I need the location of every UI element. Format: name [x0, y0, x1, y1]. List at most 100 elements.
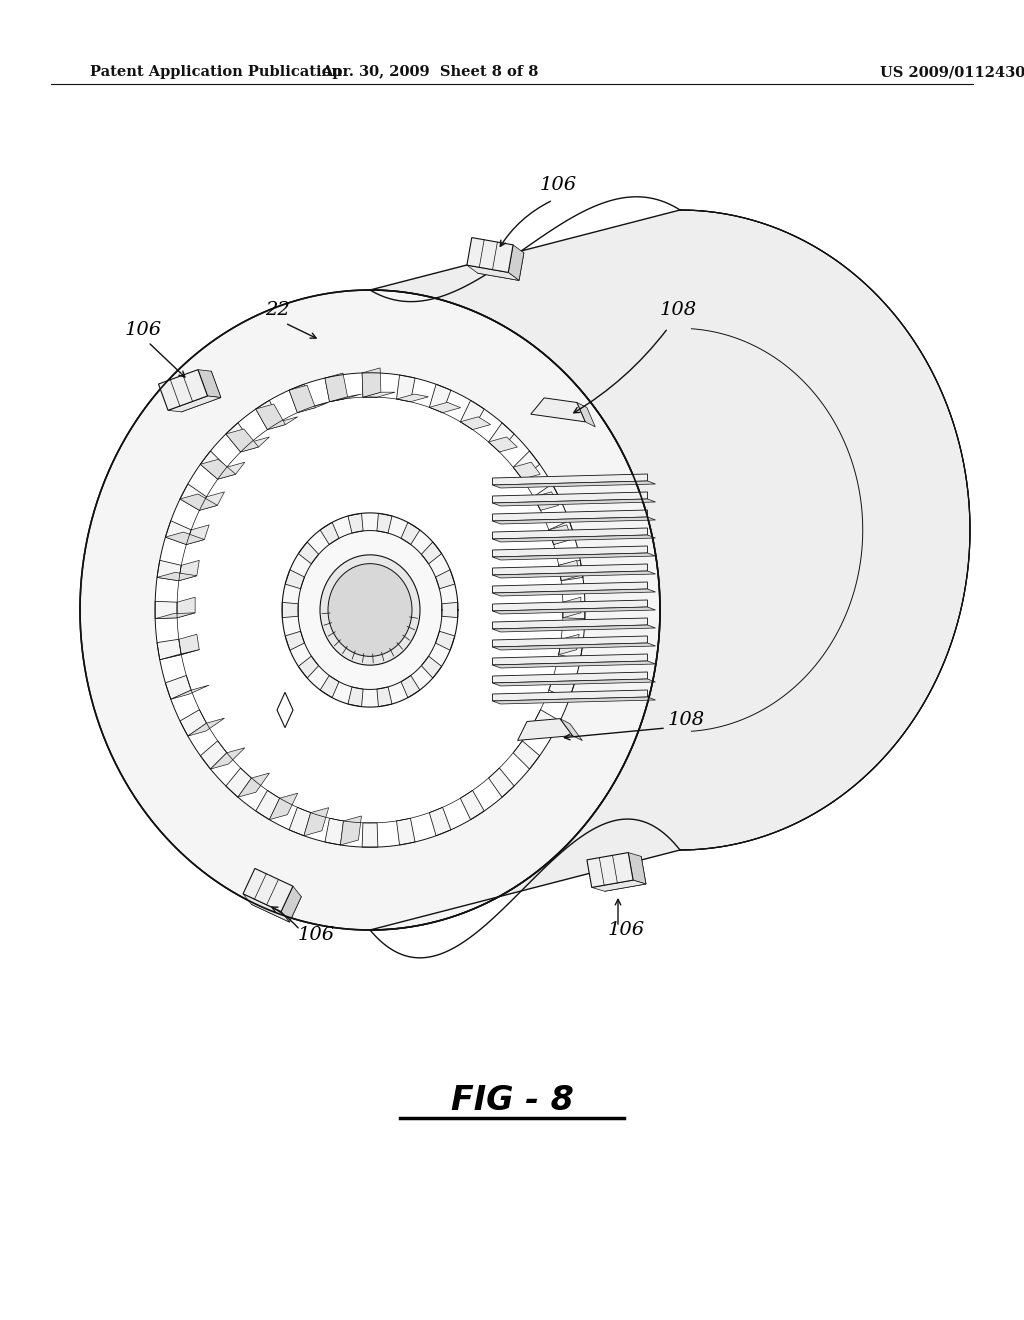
Polygon shape [488, 768, 514, 797]
Polygon shape [172, 371, 221, 412]
Text: US 2009/0112430 A1: US 2009/0112430 A1 [880, 65, 1024, 79]
Polygon shape [282, 886, 301, 923]
Polygon shape [563, 597, 581, 618]
Polygon shape [559, 635, 580, 655]
Polygon shape [377, 513, 392, 533]
Polygon shape [429, 403, 461, 413]
Polygon shape [493, 601, 647, 611]
Polygon shape [401, 523, 420, 545]
Polygon shape [508, 244, 524, 280]
Polygon shape [340, 816, 361, 845]
Polygon shape [267, 417, 298, 429]
Polygon shape [321, 676, 339, 698]
Polygon shape [362, 374, 378, 397]
Polygon shape [321, 523, 339, 545]
Polygon shape [298, 543, 318, 564]
Polygon shape [493, 607, 655, 614]
Polygon shape [278, 693, 293, 727]
Polygon shape [600, 857, 646, 891]
Text: 108: 108 [668, 711, 706, 729]
Polygon shape [549, 676, 574, 700]
Polygon shape [241, 437, 269, 451]
Polygon shape [549, 521, 574, 545]
Polygon shape [180, 710, 207, 737]
Polygon shape [493, 589, 655, 597]
Polygon shape [198, 370, 221, 397]
Polygon shape [493, 678, 655, 686]
Polygon shape [80, 290, 660, 931]
Polygon shape [396, 375, 415, 401]
Polygon shape [493, 582, 647, 593]
Polygon shape [289, 385, 315, 413]
Text: 106: 106 [125, 321, 162, 339]
Polygon shape [325, 818, 343, 845]
Polygon shape [325, 375, 343, 401]
Polygon shape [461, 791, 484, 820]
Polygon shape [493, 492, 647, 503]
Polygon shape [80, 290, 660, 931]
Polygon shape [166, 532, 205, 545]
Polygon shape [362, 822, 378, 847]
Text: FIG - 8: FIG - 8 [451, 1084, 573, 1117]
Polygon shape [493, 535, 655, 543]
Polygon shape [243, 869, 293, 912]
Polygon shape [283, 602, 298, 618]
Polygon shape [218, 462, 245, 479]
Polygon shape [493, 480, 655, 488]
Polygon shape [168, 396, 221, 412]
Polygon shape [187, 718, 224, 737]
Polygon shape [559, 561, 580, 581]
Polygon shape [370, 210, 970, 931]
Polygon shape [549, 525, 571, 545]
Polygon shape [156, 602, 177, 619]
Polygon shape [493, 474, 647, 484]
Polygon shape [493, 672, 647, 682]
Polygon shape [513, 451, 540, 479]
Polygon shape [421, 543, 441, 564]
Polygon shape [493, 517, 655, 524]
Polygon shape [171, 685, 209, 700]
Polygon shape [160, 649, 200, 660]
Polygon shape [256, 400, 280, 429]
Polygon shape [156, 612, 196, 619]
Polygon shape [286, 631, 304, 651]
Polygon shape [435, 570, 455, 589]
Polygon shape [226, 768, 252, 797]
Polygon shape [435, 631, 455, 651]
Polygon shape [166, 676, 191, 700]
Polygon shape [186, 525, 209, 545]
Polygon shape [226, 422, 252, 451]
Polygon shape [157, 573, 197, 581]
Polygon shape [304, 808, 329, 836]
Text: 106: 106 [298, 927, 335, 944]
Polygon shape [493, 564, 647, 576]
Polygon shape [166, 521, 191, 545]
Polygon shape [477, 246, 524, 280]
Polygon shape [180, 484, 207, 511]
Text: 106: 106 [540, 176, 578, 194]
Polygon shape [298, 656, 318, 678]
Polygon shape [325, 374, 347, 401]
Polygon shape [179, 635, 200, 655]
Polygon shape [461, 400, 484, 429]
Polygon shape [401, 676, 420, 698]
Polygon shape [493, 618, 647, 630]
Polygon shape [348, 686, 364, 706]
Polygon shape [577, 403, 595, 426]
Text: 108: 108 [660, 301, 697, 319]
Polygon shape [201, 451, 226, 479]
Polygon shape [348, 513, 364, 533]
Polygon shape [493, 553, 655, 560]
Polygon shape [488, 437, 517, 451]
Text: Patent Application Publication: Patent Application Publication [90, 65, 342, 79]
Polygon shape [493, 636, 647, 647]
Ellipse shape [319, 554, 420, 665]
Polygon shape [155, 372, 585, 847]
Polygon shape [269, 793, 298, 820]
Polygon shape [493, 546, 647, 557]
Polygon shape [559, 639, 583, 660]
Polygon shape [513, 462, 541, 479]
Polygon shape [493, 690, 647, 701]
Polygon shape [493, 624, 655, 632]
Polygon shape [201, 741, 226, 770]
